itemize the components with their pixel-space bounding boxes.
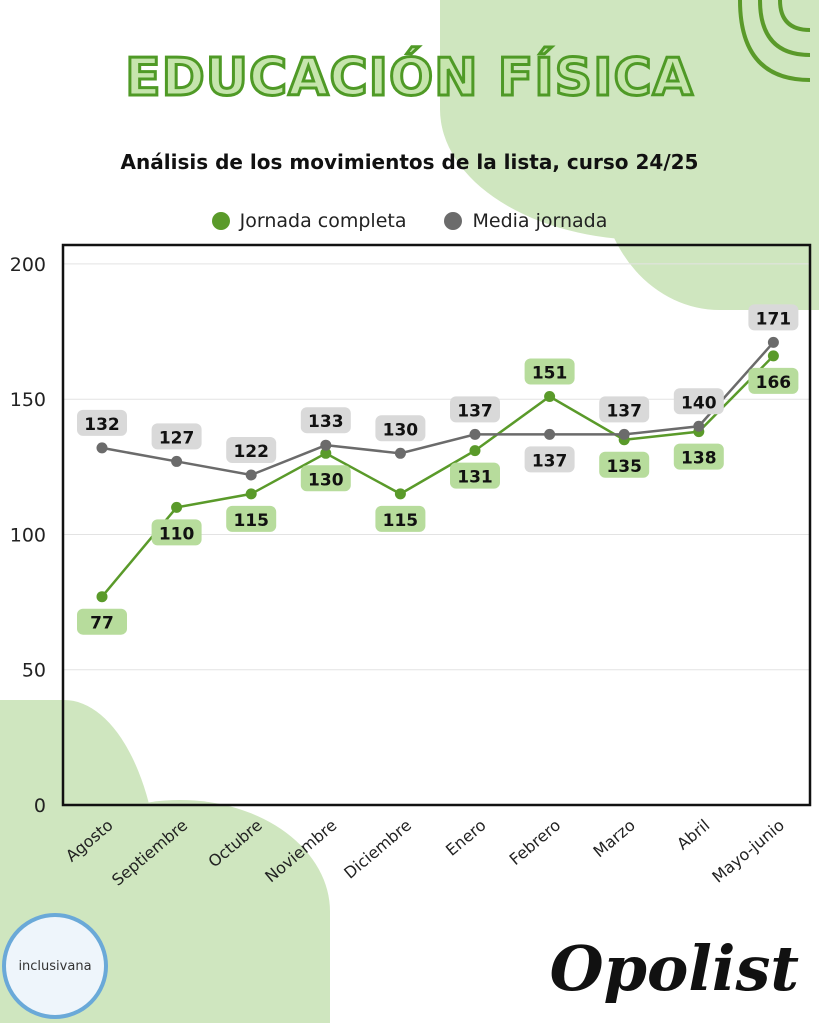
data-label: 77 — [90, 614, 114, 634]
data-point — [693, 420, 705, 432]
data-label: 132 — [84, 415, 120, 435]
data-label: 171 — [756, 309, 792, 329]
data-label: 131 — [457, 468, 493, 488]
data-label-bg — [450, 462, 500, 489]
data-point — [767, 350, 779, 362]
data-label-bg — [524, 446, 575, 473]
y-tick-label: 100 — [10, 524, 46, 546]
legend-label: Media jornada — [472, 210, 608, 232]
data-label-bg — [375, 505, 426, 532]
x-tick-label: Septiembre — [108, 816, 191, 890]
x-tick-label: Diciembre — [340, 816, 415, 883]
data-point — [171, 501, 183, 513]
data-point — [245, 469, 257, 481]
data-point — [96, 442, 108, 454]
data-label-bg — [748, 367, 799, 394]
data-label: 110 — [159, 524, 195, 544]
series-line — [101, 341, 775, 477]
series-line — [101, 355, 775, 598]
y-tick-label: 150 — [10, 389, 46, 411]
data-label-bg — [300, 407, 351, 434]
data-label: 166 — [756, 373, 792, 393]
data-label-bg — [524, 358, 575, 385]
data-label: 137 — [457, 401, 493, 421]
legend-label: Jornada completa — [239, 210, 407, 232]
data-label-bg — [300, 465, 351, 492]
data-point — [767, 336, 779, 348]
opolist-logo: Opolist — [549, 932, 799, 1005]
data-point — [96, 591, 108, 603]
data-point — [544, 428, 556, 440]
data-label: 133 — [308, 412, 344, 432]
data-point — [469, 445, 481, 457]
data-label: 115 — [383, 511, 419, 531]
data-label-bg — [450, 396, 500, 423]
data-label-bg — [673, 443, 724, 470]
x-tick-label: Agosto — [62, 816, 117, 866]
legend-item-media-jornada: Media jornada — [444, 210, 607, 232]
data-label-bg — [226, 436, 277, 463]
data-label-bg — [77, 608, 127, 635]
legend-item-jornada-completa: Jornada completa — [211, 210, 407, 232]
data-point — [320, 447, 332, 459]
data-label-bg — [77, 409, 127, 436]
x-tick-label: Enero — [442, 816, 490, 860]
data-label: 140 — [681, 393, 717, 413]
y-tick-label: 0 — [34, 795, 46, 817]
x-tick-label: Octubre — [205, 816, 266, 872]
data-label-bg — [151, 519, 202, 546]
chart-subtitle: Análisis de los movimientos de la lista,… — [120, 150, 699, 174]
data-label-bg — [151, 423, 202, 450]
data-point — [394, 447, 406, 459]
data-label: 138 — [681, 449, 717, 469]
data-label: 127 — [159, 428, 195, 448]
y-tick-label: 200 — [10, 254, 46, 276]
legend-marker-green — [211, 212, 230, 230]
x-tick-label: Mayo-junio — [708, 816, 788, 887]
data-point — [245, 488, 257, 500]
data-point — [394, 488, 406, 500]
legend-marker-gray — [444, 212, 463, 230]
data-label: 130 — [308, 470, 344, 490]
data-label: 151 — [532, 363, 568, 383]
data-label: 122 — [233, 442, 269, 462]
arc-decoration-icon — [738, 0, 811, 82]
data-label-bg — [673, 388, 724, 415]
data-point — [469, 428, 481, 440]
data-label: 130 — [383, 420, 419, 440]
plot-frame — [61, 243, 812, 807]
y-tick-label: 50 — [22, 660, 46, 682]
data-point — [320, 439, 332, 451]
x-tick-label: Abril — [673, 816, 713, 854]
data-label: 137 — [532, 451, 568, 471]
x-tick-label: Marzo — [590, 816, 639, 862]
data-label-bg — [599, 396, 650, 423]
inclusivana-badge: inclusivana — [2, 913, 108, 1019]
chart-legend: Jornada completa Media jornada — [0, 210, 819, 232]
data-label-bg — [748, 304, 799, 331]
decorative-blob — [600, 60, 819, 310]
data-label: 115 — [233, 511, 269, 531]
data-label: 135 — [606, 457, 642, 477]
x-tick-label: Febrero — [506, 816, 564, 869]
data-label-bg — [226, 505, 277, 532]
data-label: 137 — [606, 401, 642, 421]
data-label-bg — [375, 415, 426, 442]
data-point — [618, 428, 630, 440]
data-label-bg — [599, 451, 650, 478]
data-point — [171, 455, 183, 467]
page-title: EDUCACIÓN FÍSICA — [124, 47, 695, 110]
x-tick-label: Noviembre — [261, 816, 340, 887]
data-point — [544, 390, 556, 402]
